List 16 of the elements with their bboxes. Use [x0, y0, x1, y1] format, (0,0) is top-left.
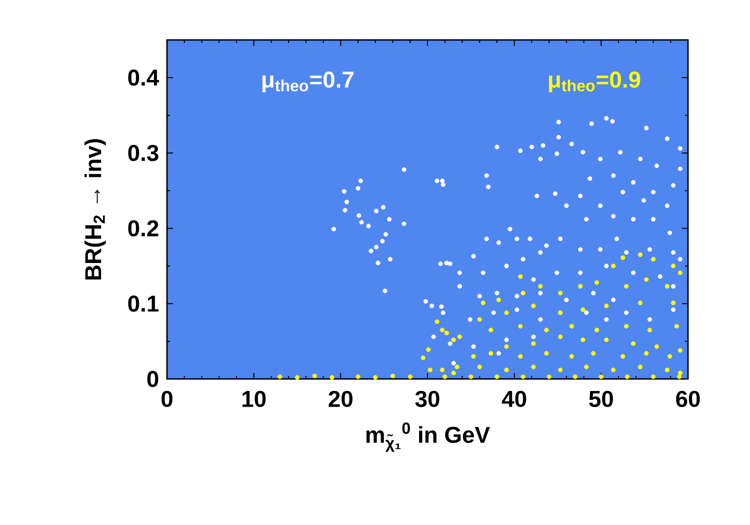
y-axis-title: BR(H$_{2}$ → inv) [84, 139, 106, 280]
y-tick-label: 0.1 [128, 296, 159, 312]
x-tick-label: 20 [328, 390, 352, 408]
text: μ$_{theo}$=0.9 [549, 72, 640, 92]
x-tick-label: 60 [676, 390, 700, 408]
x-tick-label: 50 [589, 390, 613, 408]
text: μ$_{theo}$=0.7 [262, 72, 354, 92]
x-tick-label: 10 [242, 390, 266, 408]
y-tick-label: 0.3 [128, 144, 158, 162]
y-tick-label: 0 [147, 370, 158, 388]
y-tick-label: 0.2 [128, 220, 158, 236]
x-tick-label: 40 [502, 390, 526, 408]
y-tick-label: 0.4 [128, 70, 160, 86]
x-tick-label: 0 [162, 390, 172, 408]
x-axis-title: m$_{χ̃₁}$$^{0}$ in GeV [366, 422, 490, 452]
x-tick-label: 30 [415, 390, 440, 408]
